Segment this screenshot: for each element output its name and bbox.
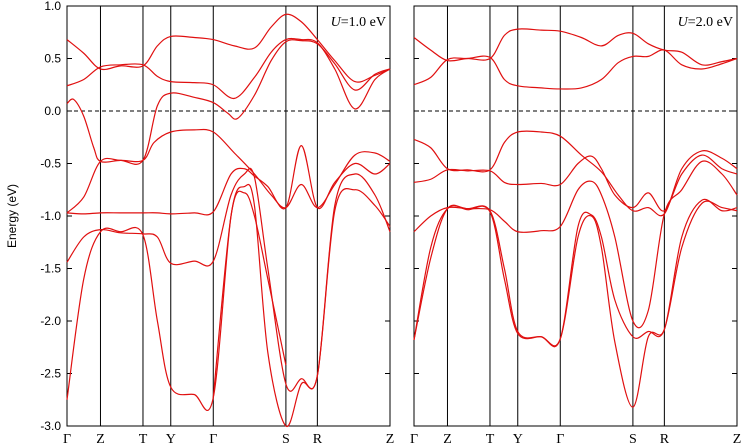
band-panel-u2: Γ Z T Y Γ S R Z U=2.0 eV (410, 5, 742, 446)
x-tick-label: Y (513, 432, 523, 446)
band-line (66, 145, 391, 216)
x-tick-label: Γ (209, 432, 217, 446)
band-line (66, 13, 391, 83)
band-line (413, 49, 738, 90)
plot-frame (413, 5, 738, 427)
band-line (413, 154, 738, 212)
x-tick-label: Y (166, 432, 176, 446)
y-tick-label: -0.5 (40, 157, 61, 171)
band-line (413, 130, 738, 217)
x-tick-label: T (486, 432, 495, 446)
x-tick-label: S (282, 432, 290, 446)
y-tick-label: -1.5 (40, 262, 61, 276)
band-line (413, 200, 738, 408)
x-tick-label: Z (96, 432, 105, 446)
y-tick-label: -1.0 (40, 209, 61, 223)
band-line (212, 190, 287, 398)
x-tick-label: Γ (63, 432, 71, 446)
band-line (413, 198, 738, 348)
band-line (66, 183, 391, 427)
y-tick-label: -3.0 (40, 419, 61, 433)
u-value-annotation: U=1.0 eV (331, 15, 386, 30)
band-line (66, 128, 391, 214)
x-tick-label: Z (733, 432, 742, 446)
u-value-annotation: U=2.0 eV (678, 15, 733, 30)
y-axis-label: Energy (eV) (5, 184, 19, 248)
x-tick-label: T (139, 432, 148, 446)
band-line (413, 28, 738, 66)
y-tick-label: -2.0 (40, 314, 61, 328)
x-tick-label: R (660, 432, 670, 446)
band-line (66, 39, 391, 165)
band-line (66, 37, 391, 110)
x-tick-label: Z (386, 432, 395, 446)
x-tick-label: Z (443, 432, 452, 446)
y-tick-label: -2.5 (40, 367, 61, 381)
band-panel-u1: Γ Z T Y Γ S R Z 1.0 0.5 0.0 -0.5 -1.0 -1.5 -2.0 -2.5 -3.… (40, 0, 394, 446)
x-tick-label: S (629, 432, 637, 446)
x-tick-label: Γ (556, 432, 564, 446)
band-line (66, 167, 391, 392)
y-tick-label: 1.0 (44, 0, 61, 13)
x-tick-label: Γ (410, 432, 418, 446)
band-line (413, 160, 738, 329)
x-tick-label: R (313, 432, 323, 446)
y-tick-label: 0.0 (44, 104, 61, 118)
y-tick-label: 0.5 (44, 52, 61, 66)
